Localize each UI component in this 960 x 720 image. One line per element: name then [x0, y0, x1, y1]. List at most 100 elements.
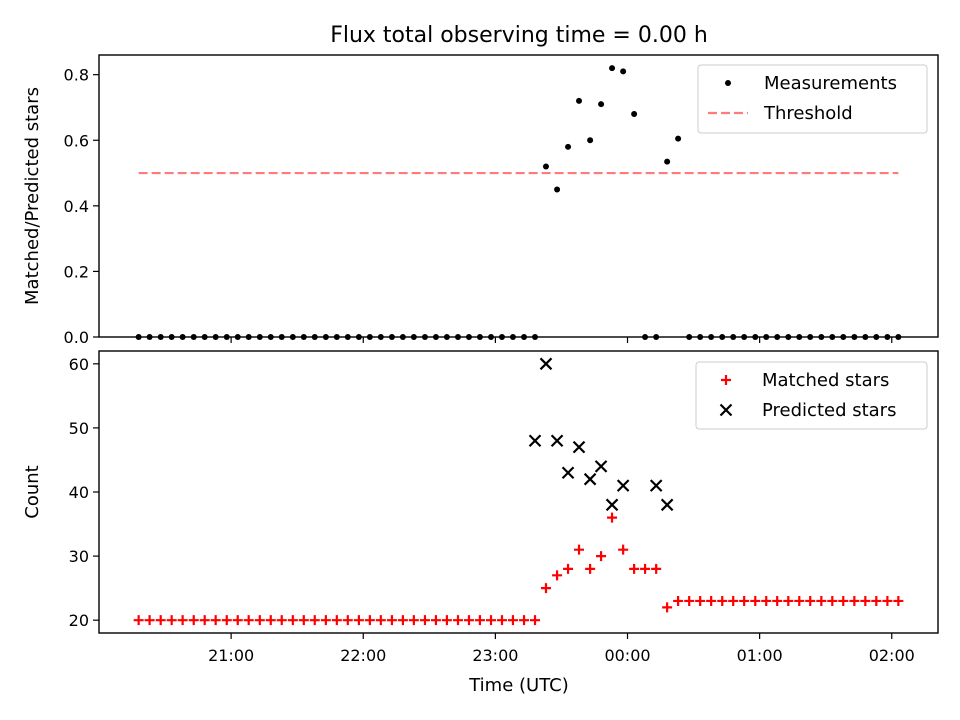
data-point — [664, 158, 671, 165]
y-tick-label: 0.8 — [64, 66, 89, 85]
x-tick-label: 01:00 — [737, 646, 783, 665]
data-point — [254, 615, 265, 626]
data-point — [287, 615, 298, 626]
data-point — [717, 595, 728, 606]
data-point — [649, 479, 663, 492]
y-tick-label: 60 — [69, 355, 89, 374]
data-point — [375, 615, 386, 626]
legend: Measurements Threshold — [697, 64, 928, 134]
y-tick-label: 40 — [69, 483, 89, 502]
legend-label: Measurements — [764, 73, 897, 94]
x-tick-label: 23:00 — [472, 646, 518, 665]
data-point — [188, 615, 199, 626]
data-point — [598, 101, 605, 108]
data-point — [530, 615, 541, 626]
data-point — [675, 135, 682, 142]
y-axis-label: Count — [22, 465, 43, 518]
data-point — [298, 615, 309, 626]
data-point — [565, 143, 572, 150]
data-point — [486, 615, 497, 626]
data-point — [849, 595, 860, 606]
x-tick-label: 22:00 — [340, 646, 386, 665]
legend-marker — [725, 80, 731, 86]
data-point — [576, 97, 583, 104]
data-point — [474, 615, 485, 626]
data-point — [706, 595, 717, 606]
data-point — [177, 615, 188, 626]
data-point — [783, 595, 794, 606]
y-tick-label: 0.6 — [64, 131, 89, 150]
data-point — [660, 498, 674, 512]
data-point — [871, 595, 882, 606]
data-point — [583, 472, 597, 486]
data-point — [609, 65, 616, 72]
data-point — [342, 615, 353, 626]
data-point — [587, 137, 594, 144]
data-point — [794, 595, 805, 606]
data-point — [507, 615, 518, 626]
data-point — [331, 615, 342, 626]
data-point — [221, 615, 232, 626]
legend-marker — [719, 403, 733, 417]
data-point — [882, 595, 893, 606]
data-point — [364, 615, 375, 626]
data-point — [572, 440, 586, 454]
data-point — [528, 434, 542, 448]
plot-frame — [98, 54, 939, 338]
data-point — [265, 615, 276, 626]
data-point — [563, 563, 574, 574]
data-point — [893, 595, 904, 606]
data-point — [631, 111, 638, 118]
x-tick-label: 21:00 — [208, 646, 254, 665]
data-point — [539, 357, 553, 371]
data-point — [838, 595, 849, 606]
y-tick-label: 20 — [69, 611, 89, 630]
data-point — [651, 563, 662, 574]
x-axis-label: Time (UTC) — [468, 675, 569, 696]
data-point — [463, 615, 474, 626]
legend-label: Matched stars — [762, 370, 889, 391]
data-point — [816, 595, 827, 606]
data-point — [540, 583, 551, 594]
data-point — [739, 595, 750, 606]
data-point — [552, 570, 563, 581]
data-point — [133, 615, 144, 626]
ratio-panel: 0.0 0.2 0.4 0.6 0.8 Matched/Predicted stars Me… — [22, 54, 939, 347]
count-panel: 20 30 40 50 60 21:00 22:00 23:00 00:00 01:00 02:00… — [22, 350, 939, 665]
y-tick-label: 0.4 — [64, 197, 89, 216]
data-point — [618, 544, 629, 555]
data-point — [772, 595, 783, 606]
legend-box — [695, 361, 928, 430]
data-point — [673, 595, 684, 606]
data-point — [750, 595, 761, 606]
data-point — [441, 615, 452, 626]
legend: Matched stars Predicted stars — [695, 361, 928, 430]
data-point — [397, 615, 408, 626]
data-point — [805, 595, 816, 606]
legend-label: Predicted stars — [762, 400, 896, 421]
data-point — [574, 544, 585, 555]
data-point — [561, 466, 575, 480]
data-point — [728, 595, 739, 606]
legend-box — [697, 64, 928, 134]
data-point — [827, 595, 838, 606]
data-point — [386, 615, 397, 626]
data-point — [232, 615, 243, 626]
data-point — [452, 615, 463, 626]
data-point — [629, 563, 640, 574]
data-point — [554, 186, 561, 193]
data-point — [210, 615, 221, 626]
data-point — [761, 595, 772, 606]
data-point — [550, 434, 564, 448]
figure-title: Flux total observing time = 0.00 h — [330, 23, 708, 48]
data-point — [662, 602, 673, 613]
data-point — [620, 68, 627, 75]
legend-marker — [721, 375, 731, 385]
y-axis-label: Matched/Predicted stars — [22, 87, 43, 305]
y-tick-label: 0.0 — [64, 328, 89, 347]
data-point — [684, 595, 695, 606]
data-point — [860, 595, 871, 606]
data-point — [596, 551, 607, 562]
data-point — [594, 460, 608, 473]
